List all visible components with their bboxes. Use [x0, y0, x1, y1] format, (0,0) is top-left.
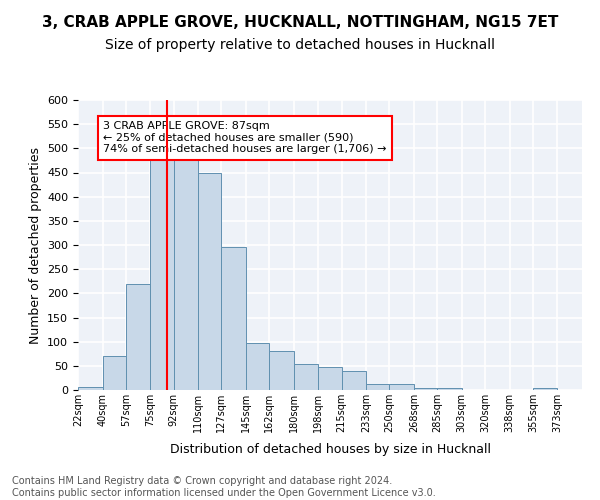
Bar: [533, 388, 557, 390]
Bar: [269, 352, 294, 390]
Bar: [414, 388, 437, 390]
Bar: [437, 388, 462, 390]
Bar: [389, 384, 414, 390]
Bar: [246, 342, 269, 390]
Bar: [198, 172, 221, 390]
Bar: [319, 368, 341, 390]
Text: Contains HM Land Registry data © Crown copyright and database right 2024.
Contai: Contains HM Land Registry data © Crown c…: [12, 476, 436, 498]
Bar: [78, 386, 103, 390]
Bar: [294, 364, 319, 390]
Text: 3 CRAB APPLE GROVE: 87sqm
← 25% of detached houses are smaller (590)
74% of semi: 3 CRAB APPLE GROVE: 87sqm ← 25% of detac…: [103, 121, 387, 154]
Bar: [151, 158, 173, 390]
Y-axis label: Number of detached properties: Number of detached properties: [29, 146, 41, 344]
Bar: [366, 384, 389, 390]
Bar: [341, 370, 366, 390]
Bar: [221, 248, 246, 390]
Text: Distribution of detached houses by size in Hucknall: Distribution of detached houses by size …: [170, 442, 491, 456]
Bar: [173, 158, 198, 390]
Text: 3, CRAB APPLE GROVE, HUCKNALL, NOTTINGHAM, NG15 7ET: 3, CRAB APPLE GROVE, HUCKNALL, NOTTINGHA…: [42, 15, 558, 30]
Bar: [126, 284, 151, 390]
Text: Size of property relative to detached houses in Hucknall: Size of property relative to detached ho…: [105, 38, 495, 52]
Bar: [103, 356, 126, 390]
